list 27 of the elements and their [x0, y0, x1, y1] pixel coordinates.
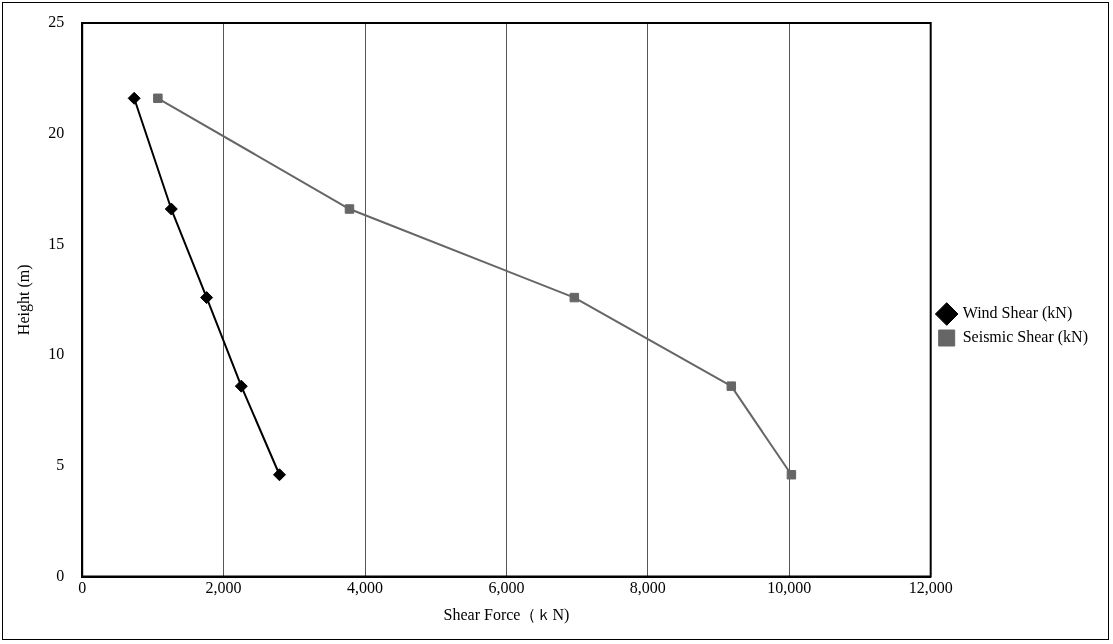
x-tick-label: 10,000	[767, 579, 812, 597]
x-axis-title: Shear Force（ｋN)	[443, 605, 570, 624]
point	[127, 91, 141, 105]
point	[153, 93, 163, 104]
point	[164, 202, 178, 216]
y-tick-label: 20	[48, 123, 65, 141]
point	[200, 291, 214, 305]
y-tick-label: 15	[48, 234, 65, 252]
point	[344, 204, 355, 214]
point	[726, 381, 737, 391]
point	[272, 468, 286, 482]
x-tick-label: 0	[78, 579, 87, 597]
x-tick-label: 12,000	[908, 579, 953, 597]
x-tick-label: 4,000	[347, 579, 384, 597]
legend-label: Wind Shear (kN)	[962, 304, 1073, 323]
point	[234, 379, 248, 393]
y-tick-label: 0	[56, 566, 65, 584]
y-tick-label: 10	[48, 345, 65, 363]
x-tick-label: 8,000	[629, 579, 666, 597]
point	[786, 470, 797, 480]
y-tick-label: 25	[48, 13, 65, 31]
x-tick-label: 2,000	[205, 579, 242, 597]
y-axis-title: Height (m)	[14, 264, 33, 336]
legend-label: Seismic Shear (kN)	[962, 328, 1089, 347]
x-tick-label: 6,000	[488, 579, 525, 597]
point	[569, 292, 580, 303]
y-tick-label: 5	[56, 456, 65, 474]
